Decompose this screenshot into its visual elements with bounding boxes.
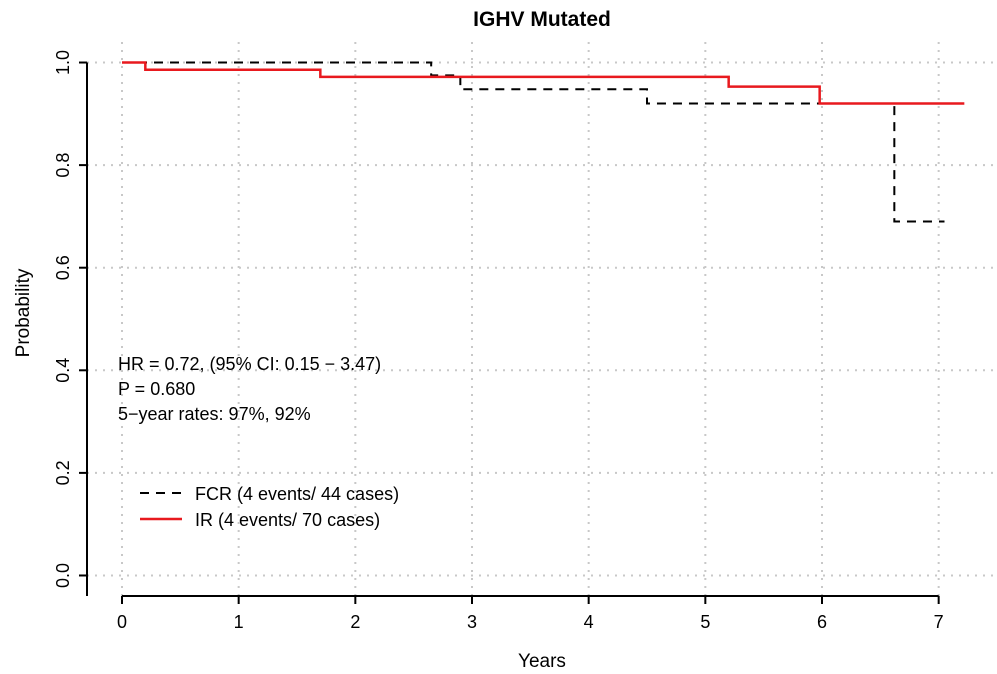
series-lines: [122, 61, 965, 223]
legend-label-ir: IR (4 events/ 70 cases): [195, 510, 380, 530]
x-tick-label: 6: [817, 612, 827, 632]
x-tick-label: 1: [234, 612, 244, 632]
hazard-ratio-text: HR = 0.72, (95% CI: 0.15 − 3.47): [118, 354, 381, 374]
legend-label-fcr: FCR (4 events/ 44 cases): [195, 484, 399, 504]
x-tick-label: 4: [584, 612, 594, 632]
series-fcr-curve: [122, 61, 945, 223]
legend: FCR (4 events/ 44 cases) IR (4 events/ 7…: [140, 484, 399, 530]
y-tick-label: 0.2: [53, 460, 73, 485]
x-axis-label: Years: [518, 651, 566, 672]
y-tick-label: 0.6: [53, 255, 73, 280]
x-tick-label: 7: [934, 612, 944, 632]
p-value-text: P = 0.680: [118, 379, 195, 399]
y-tick-label: 0.0: [53, 563, 73, 588]
x-tick-label: 0: [117, 612, 127, 632]
x-tick-label: 2: [350, 612, 360, 632]
axes: [86, 62, 939, 597]
five-year-rates-text: 5−year rates: 97%, 92%: [118, 404, 311, 424]
x-tick-label: 5: [700, 612, 710, 632]
y-tick-label: 0.8: [53, 153, 73, 178]
x-tick-label: 3: [467, 612, 477, 632]
y-tick-label: 0.4: [53, 358, 73, 383]
series-ir-curve: [122, 61, 965, 105]
chart-title: IGHV Mutated: [473, 8, 611, 31]
x-axis-ticks: 0 1 2 3 4 5 6 7: [117, 596, 944, 632]
y-tick-label: 1.0: [53, 50, 73, 75]
y-axis-ticks: 0.0 0.2 0.4 0.6 0.8 1.0: [53, 50, 87, 588]
y-axis-label: Probability: [13, 268, 34, 357]
stats-annotation: HR = 0.72, (95% CI: 0.15 − 3.47) P = 0.6…: [118, 354, 381, 424]
